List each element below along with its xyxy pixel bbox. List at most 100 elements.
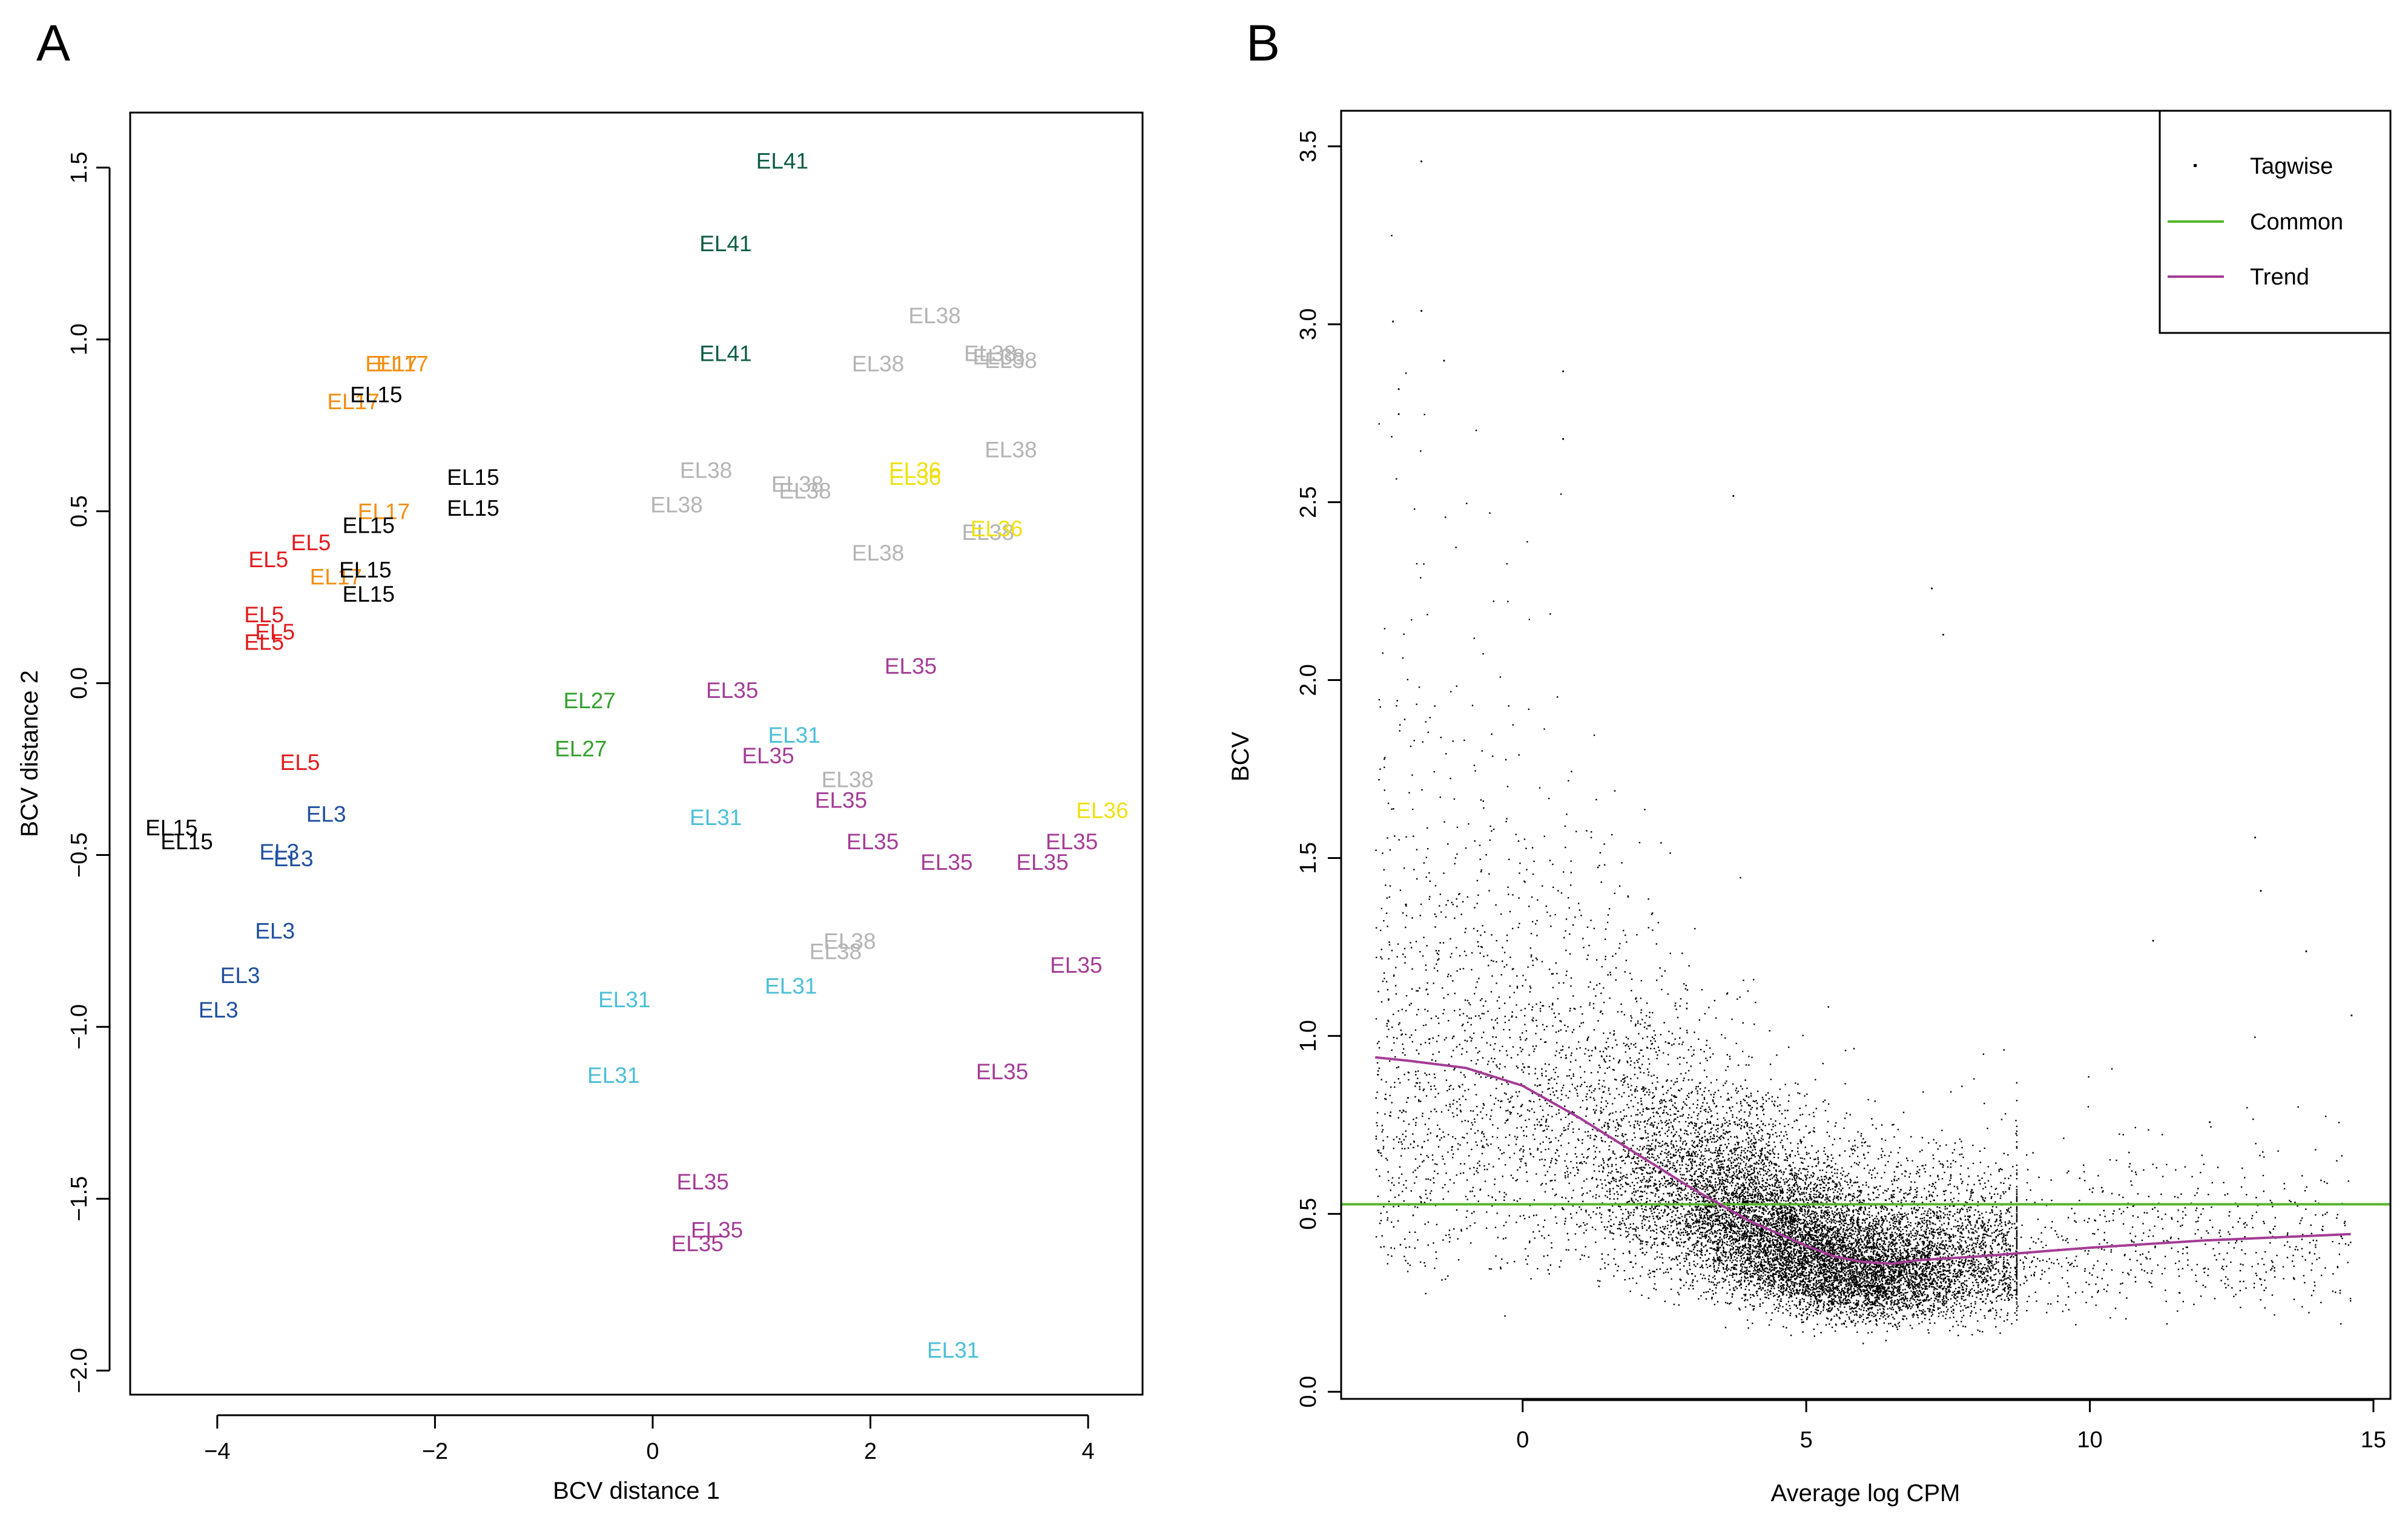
sample-label-el3: EL3 bbox=[306, 801, 346, 826]
panel-a-y-tick-label: 0.0 bbox=[67, 667, 92, 699]
sample-label-el15: EL15 bbox=[145, 815, 197, 840]
sample-label-el17: EL17 bbox=[365, 352, 417, 377]
sample-label-el35: EL35 bbox=[676, 1169, 728, 1194]
sample-label-el35: EL35 bbox=[706, 678, 758, 703]
panel-a-x-axis-title: BCV distance 1 bbox=[553, 1478, 720, 1504]
sample-label-el31: EL31 bbox=[765, 973, 817, 998]
panel-b-y-tick-label: 2.5 bbox=[1296, 486, 1321, 518]
sample-label-el36: EL36 bbox=[971, 516, 1023, 541]
sample-label-el5: EL5 bbox=[244, 602, 284, 627]
sample-label-el38: EL38 bbox=[650, 492, 702, 517]
sample-label-el5: EL5 bbox=[280, 750, 320, 775]
sample-label-el15: EL15 bbox=[343, 582, 395, 607]
sample-label-el15: EL15 bbox=[447, 465, 499, 490]
sample-label-el3: EL3 bbox=[220, 963, 260, 988]
sample-label-el31: EL31 bbox=[587, 1063, 639, 1088]
sample-label-el5: EL5 bbox=[248, 547, 288, 572]
sample-label-el35: EL35 bbox=[885, 654, 937, 679]
panel-b-x-tick-label: 15 bbox=[2361, 1427, 2386, 1453]
trend-dispersion-line bbox=[1374, 1056, 2351, 1265]
panel-b-x-tick-label: 10 bbox=[2077, 1427, 2102, 1453]
sample-label-el3: EL3 bbox=[255, 918, 295, 943]
panel-a: A −4 −2 0 2 4 −2.0 −1.5 −1.0 −0.5 0.0 0.5 1.0 1.5 EL… bbox=[16, 15, 1144, 1504]
panel-a-x-tick-label: 0 bbox=[646, 1439, 659, 1464]
sample-label-el27: EL27 bbox=[555, 736, 607, 761]
panel-a-x-tick-label: −4 bbox=[204, 1439, 230, 1464]
sample-label-el15: EL15 bbox=[160, 829, 213, 854]
sample-label-el38: EL38 bbox=[822, 768, 874, 792]
sample-label-el31: EL31 bbox=[927, 1338, 979, 1363]
sample-label-el36: EL36 bbox=[1076, 798, 1128, 823]
sample-label-el35: EL35 bbox=[1016, 850, 1068, 875]
panel-b-y-tick-label: 1.5 bbox=[1296, 842, 1321, 874]
sample-label-el17: EL17 bbox=[310, 565, 362, 590]
sample-label-el35: EL35 bbox=[815, 788, 867, 813]
sample-label-el15: EL15 bbox=[339, 557, 391, 582]
panel-b-y-tick-label: 1.0 bbox=[1296, 1020, 1321, 1052]
sample-label-el36: EL36 bbox=[889, 458, 941, 483]
panel-b-tagwise-points bbox=[1375, 160, 2353, 1344]
sample-label-el15: EL15 bbox=[447, 496, 499, 521]
panel-a-x-tick-label: 2 bbox=[864, 1439, 877, 1464]
sample-label-el38: EL38 bbox=[680, 458, 732, 483]
legend-entry-tagwise: Tagwise bbox=[2250, 154, 2333, 179]
panel-b-x-axis-title: Average log CPM bbox=[1771, 1480, 1961, 1507]
panel-b-y-tick-label: 3.5 bbox=[1296, 130, 1321, 162]
sample-label-el38: EL38 bbox=[810, 939, 862, 964]
panel-a-x-tick-label: 4 bbox=[1082, 1439, 1095, 1464]
sample-label-el5: EL5 bbox=[255, 619, 295, 644]
panel-b-y-tick-label: 3.0 bbox=[1296, 308, 1321, 340]
panel-a-x-tick-label: −2 bbox=[422, 1439, 448, 1464]
panel-b-y-tick-label: 2.0 bbox=[1296, 664, 1321, 696]
sample-label-el38: EL38 bbox=[779, 479, 831, 504]
sample-label-el31: EL31 bbox=[768, 723, 820, 748]
panel-b-lines bbox=[1341, 1056, 2390, 1265]
panel-a-y-tick-label: −0.5 bbox=[67, 832, 92, 878]
legend-entry-trend: Trend bbox=[2250, 265, 2309, 290]
panel-b-letter: B bbox=[1246, 15, 1280, 71]
sample-label-el41: EL41 bbox=[699, 231, 751, 256]
sample-label-el17: EL17 bbox=[376, 352, 428, 377]
sample-label-el38: EL38 bbox=[964, 341, 1016, 366]
sample-label-el3: EL3 bbox=[199, 998, 239, 1022]
panel-b-x-tick-label: 0 bbox=[1516, 1427, 1529, 1453]
panel-b-x-tick-label: 5 bbox=[1800, 1427, 1813, 1453]
sample-label-el35: EL35 bbox=[920, 850, 972, 875]
sample-label-el35: EL35 bbox=[976, 1059, 1028, 1084]
panel-b-plot-frame bbox=[1340, 110, 2392, 1400]
panel-a-y-tick-label: 1.5 bbox=[67, 151, 92, 183]
sample-label-el35: EL35 bbox=[1046, 829, 1098, 854]
tagwise-dispersion-points bbox=[1375, 160, 2353, 1344]
panel-b-y-axis-title: BCV bbox=[1227, 732, 1254, 782]
panel-a-y-tick-label: 0.5 bbox=[67, 495, 92, 527]
panel-a-plot-frame bbox=[129, 111, 1144, 1396]
sample-label-el5: EL5 bbox=[244, 630, 284, 654]
panel-b-legend: Tagwise Common Trend bbox=[2159, 110, 2392, 334]
sample-label-el15: EL15 bbox=[343, 513, 395, 538]
legend-entry-common: Common bbox=[2250, 209, 2343, 235]
sample-label-el35: EL35 bbox=[691, 1217, 743, 1242]
sample-label-el3: EL3 bbox=[274, 846, 314, 871]
sample-label-el38: EL38 bbox=[972, 344, 1024, 369]
sample-label-el31: EL31 bbox=[598, 987, 650, 1012]
panel-a-y-tick-label: −2.0 bbox=[67, 1348, 92, 1393]
panel-a-letter: A bbox=[36, 15, 70, 71]
sample-label-el35: EL35 bbox=[1050, 953, 1102, 978]
sample-label-el36: EL36 bbox=[889, 465, 941, 490]
panel-a-axes: −4 −2 0 2 4 −2.0 −1.5 −1.0 −0.5 0.0 0.5 1.0 1.5 bbox=[67, 151, 1095, 1464]
sample-label-el41: EL41 bbox=[699, 341, 751, 366]
panel-a-y-axis-title: BCV distance 2 bbox=[16, 670, 43, 837]
sample-label-el38: EL38 bbox=[908, 303, 960, 328]
panel-b-y-tick-label: 0.5 bbox=[1296, 1198, 1321, 1230]
sample-label-el15: EL15 bbox=[350, 383, 402, 407]
panel-b: B 0 5 10 15 0.0 0.5 1.0 1.5 2.0 2.5 3.0 3.5 Tagwise… bbox=[1227, 15, 2392, 1507]
sample-label-el38: EL38 bbox=[823, 929, 876, 953]
sample-label-el38: EL38 bbox=[771, 472, 823, 496]
sample-label-el31: EL31 bbox=[690, 805, 742, 830]
sample-label-el38: EL38 bbox=[852, 541, 904, 565]
panel-a-y-tick-label: −1.5 bbox=[67, 1176, 92, 1222]
sample-label-el38: EL38 bbox=[985, 348, 1037, 373]
panel-a-y-tick-label: 1.0 bbox=[67, 323, 92, 355]
